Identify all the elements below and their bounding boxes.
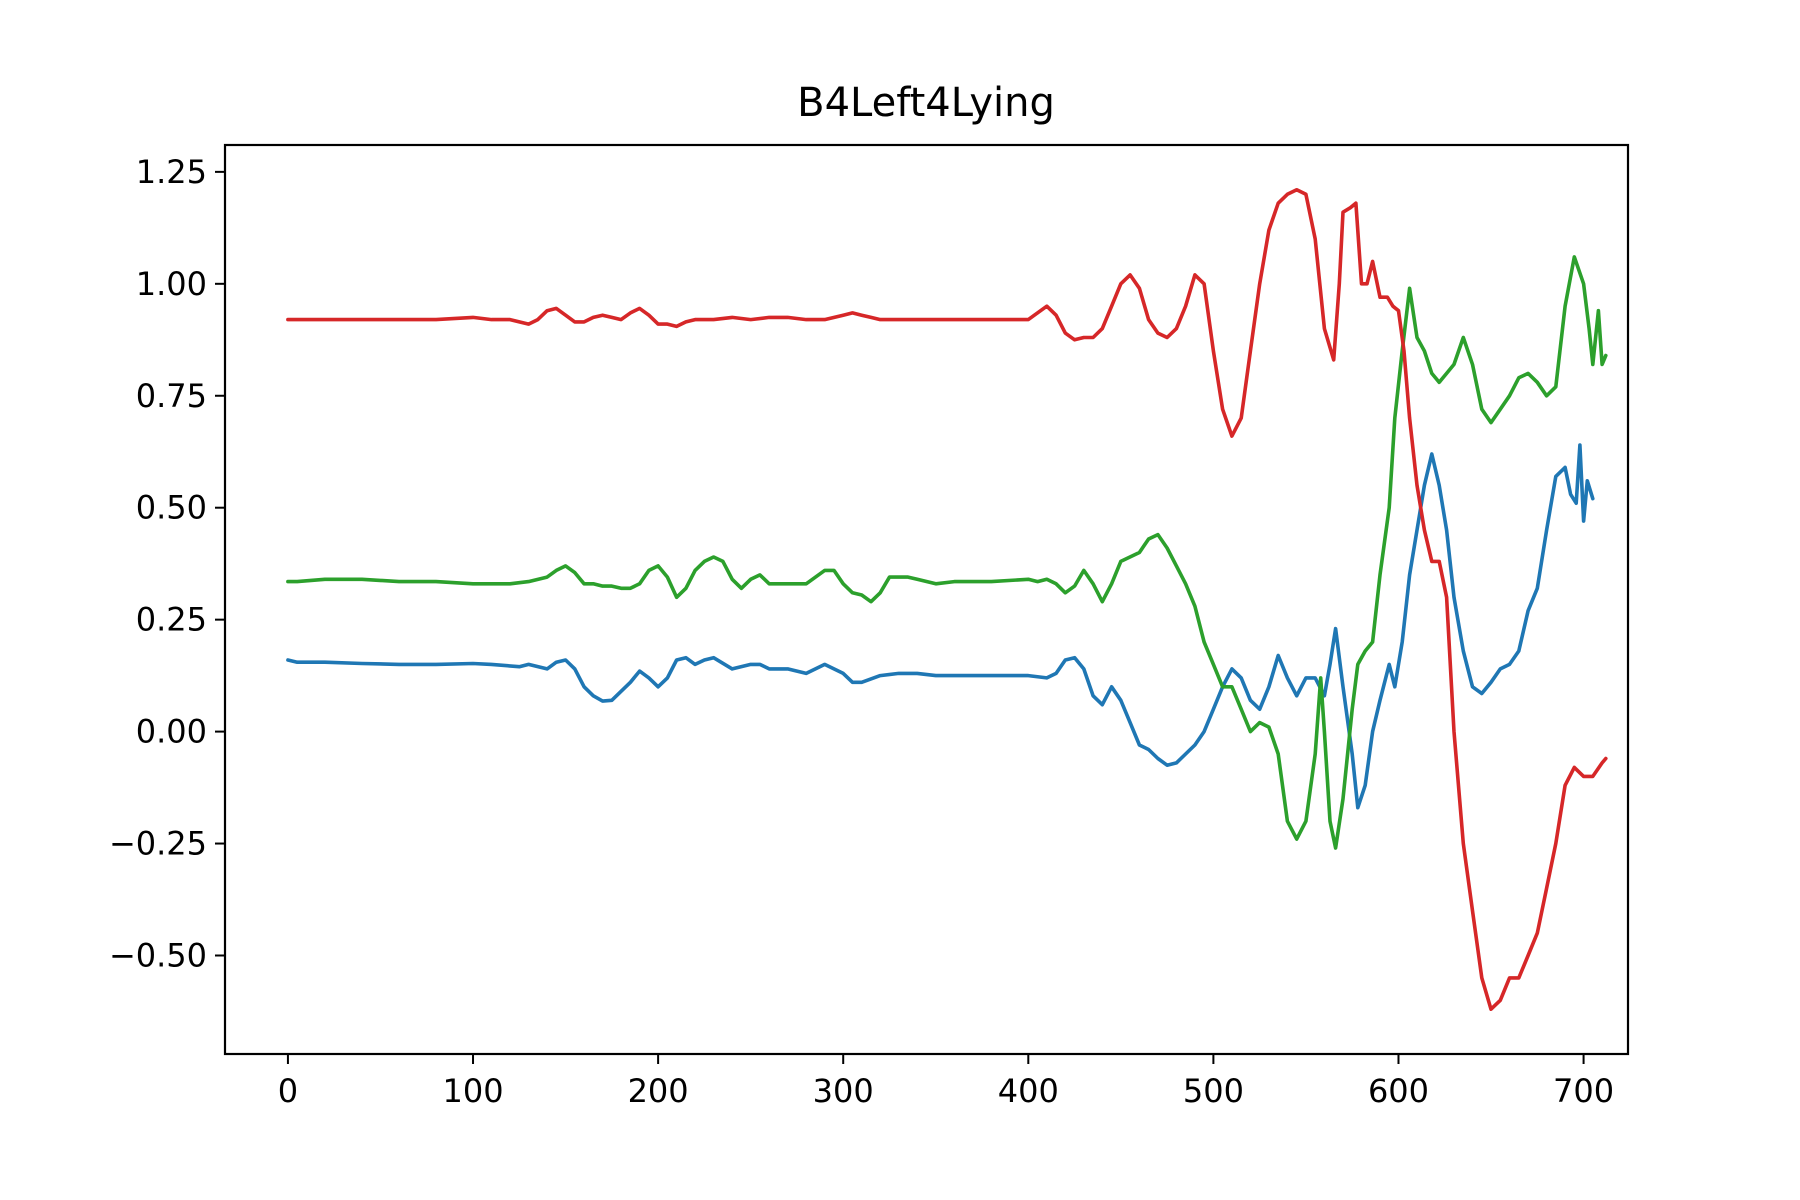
x-tick-label: 200 — [628, 1072, 689, 1110]
chart-title: B4Left4Lying — [797, 80, 1055, 126]
series-layer — [286, 188, 1608, 1011]
plot-area-frame — [223, 143, 1630, 1056]
y-tick-label: 0.50 — [136, 489, 207, 527]
series-line-1 — [286, 443, 1595, 810]
y-tick-label: 1.25 — [136, 153, 207, 191]
x-tick-label: 400 — [998, 1072, 1059, 1110]
y-tick-label: −0.25 — [109, 825, 207, 863]
x-axis: 0 100 200 300 400 500 600 700 — [278, 1054, 1614, 1110]
x-tick-label: 100 — [442, 1072, 503, 1110]
x-tick-label: 0 — [278, 1072, 298, 1110]
y-tick-label: 0.25 — [136, 601, 207, 639]
y-tick-label: 0.00 — [136, 713, 207, 751]
x-tick-label: 700 — [1553, 1072, 1614, 1110]
y-tick-label: −0.50 — [109, 936, 207, 974]
x-tick-label: 300 — [813, 1072, 874, 1110]
y-tick-label: 1.00 — [136, 265, 207, 303]
x-tick-label: 600 — [1368, 1072, 1429, 1110]
series-line-2 — [286, 255, 1608, 850]
series-line-3 — [286, 188, 1608, 1011]
y-axis: −0.50 −0.25 0.00 0.25 0.50 0.75 1.00 1.25 — [109, 153, 225, 974]
x-tick-label: 500 — [1183, 1072, 1244, 1110]
y-tick-label: 0.75 — [136, 377, 207, 415]
